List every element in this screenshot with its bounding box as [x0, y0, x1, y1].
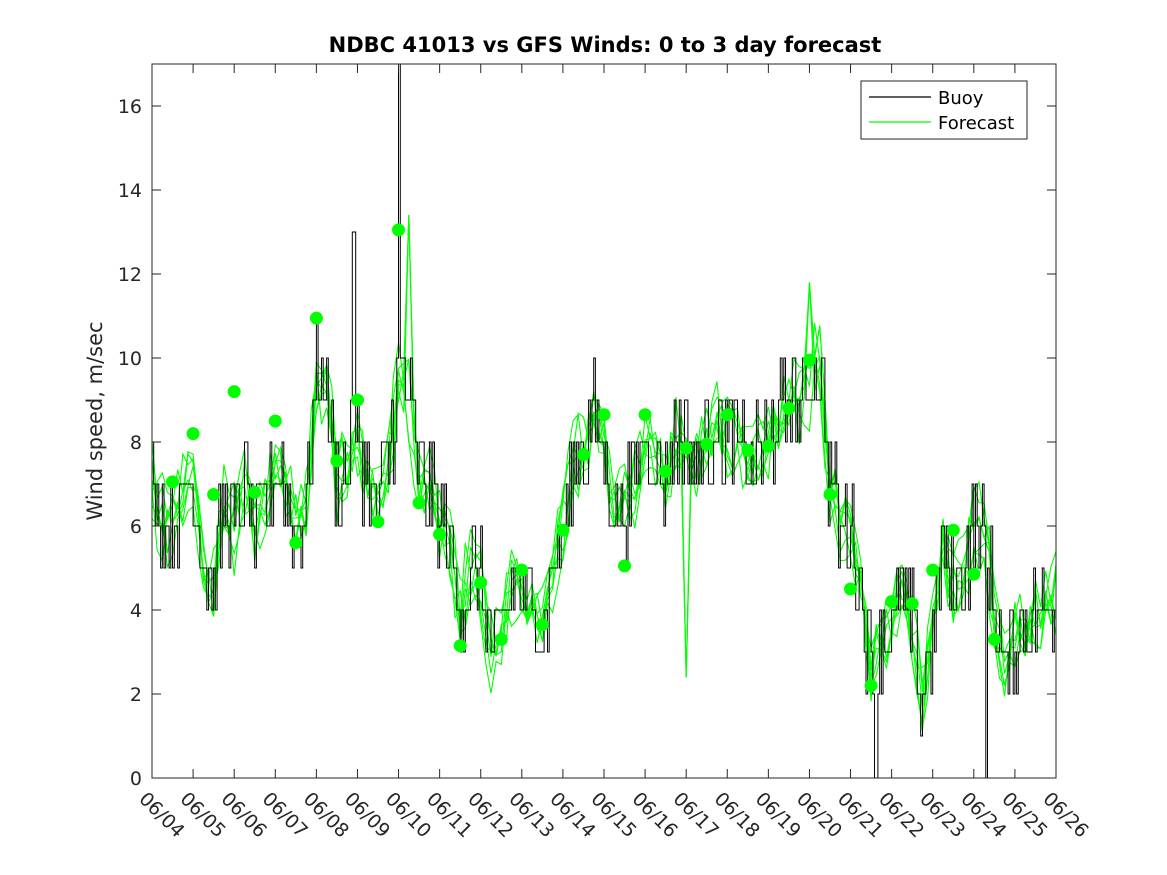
forecast-marker-point [659, 464, 673, 478]
forecast-marker-point [597, 408, 611, 422]
y-tick-label: 10 [118, 348, 142, 370]
forecast-marker-point [926, 563, 940, 577]
forecast-marker-point [577, 448, 590, 462]
forecast-marker-point [905, 597, 919, 611]
forecast-marker-point [166, 475, 179, 489]
forecast-marker-point [761, 439, 775, 453]
forecast-marker-point [679, 441, 693, 455]
forecast-marker-point [433, 527, 447, 541]
forecast-marker-point [330, 454, 344, 468]
forecast-marker-point [207, 488, 221, 501]
forecast-marker-point [248, 485, 262, 499]
y-tick-label: 12 [118, 264, 142, 286]
forecast-marker-point [946, 523, 960, 537]
forecast-marker-point [741, 443, 755, 457]
y-tick-label: 16 [118, 96, 142, 118]
legend-forecast-label: Forecast [938, 113, 1014, 134]
legend-buoy-label: Buoy [938, 88, 984, 109]
forecast-marker-point [700, 437, 714, 451]
legend-box [860, 80, 1028, 140]
forecast-marker-point [309, 311, 323, 325]
forecast-marker-point [987, 632, 1001, 646]
chart-title: NDBC 41013 vs GFS Winds: 0 to 3 day fore… [329, 33, 882, 57]
forecast-marker-point [494, 632, 508, 646]
forecast-marker-point [782, 401, 796, 415]
forecast-marker-point [967, 567, 981, 581]
legend: Buoy Forecast [860, 80, 1028, 140]
y-axis-label: Wind speed, m/sec [83, 321, 107, 520]
forecast-marker-point [351, 393, 364, 407]
forecast-marker-point [289, 536, 303, 550]
forecast-marker-point [268, 414, 282, 428]
forecast-marker-point [803, 353, 816, 367]
forecast-marker-point [864, 679, 878, 693]
forecast-marker-point [186, 427, 200, 441]
buoy-line [152, 63, 1056, 779]
forecast-marker-point [535, 618, 549, 632]
y-tick-label: 8 [130, 432, 142, 454]
forecast-marker-point [823, 488, 837, 501]
forecast-marker-point [412, 496, 426, 510]
buoy-series [152, 63, 1056, 779]
forecast-markers [166, 223, 1001, 693]
forecast-marker-point [474, 576, 488, 590]
y-tick-label: 6 [130, 516, 142, 538]
forecast-marker-point [638, 408, 652, 422]
forecast-marker-point [618, 559, 631, 573]
y-tick-label: 2 [130, 684, 142, 706]
forecast-marker-point [227, 385, 241, 399]
forecast-marker-point [844, 582, 857, 596]
plot-area [151, 63, 1057, 779]
forecast-marker-point [556, 523, 570, 537]
forecast-marker-point [885, 595, 899, 609]
y-tick-label: 0 [130, 768, 142, 790]
y-axis: 0 2 4 6 8 10 12 14 16 [118, 96, 1056, 790]
y-tick-label: 14 [118, 180, 142, 202]
y-tick-label: 4 [130, 600, 142, 622]
forecast-marker-point [453, 639, 467, 653]
forecast-marker-point [371, 515, 385, 529]
forecast-marker-point [720, 408, 734, 422]
forecast-marker-point [515, 563, 529, 577]
forecast-marker-point [392, 223, 405, 237]
